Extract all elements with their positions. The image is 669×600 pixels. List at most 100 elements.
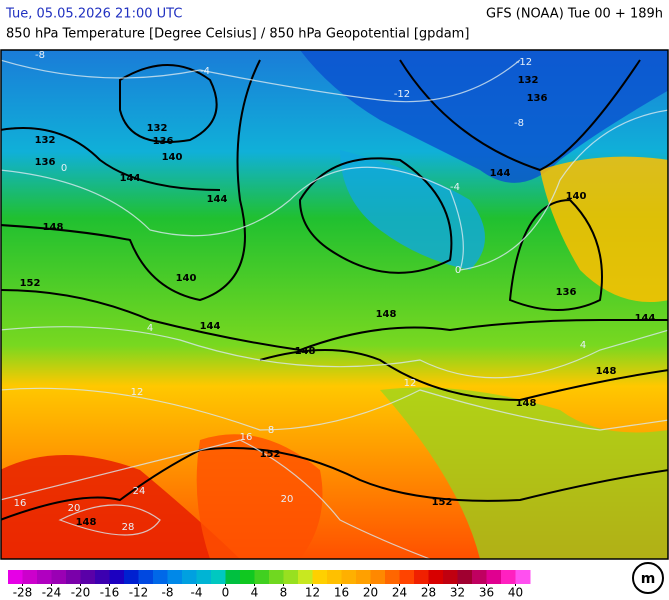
geopotential-label: 136 xyxy=(35,157,56,168)
colorbar-swatch xyxy=(385,570,400,584)
colorbar-swatch xyxy=(138,570,154,584)
colorbar-tick-label: 16 xyxy=(334,586,349,600)
temperature-label: 0 xyxy=(455,265,461,276)
geopotential-label: 136 xyxy=(556,287,577,298)
colorbar-tick-label: 0 xyxy=(222,586,230,600)
colorbar-swatch xyxy=(472,570,487,584)
colorbar-tick-label: -4 xyxy=(191,586,203,600)
geopotential-label: 136 xyxy=(527,93,548,104)
colorbar-tick-label: 36 xyxy=(479,586,494,600)
colorbar-tick-label: -12 xyxy=(129,586,149,600)
geopotential-label: 132 xyxy=(35,135,56,146)
colorbar-tick-label: 32 xyxy=(450,586,465,600)
colorbar-swatch xyxy=(95,570,110,584)
geopotential-label: 140 xyxy=(176,273,197,284)
cold-area xyxy=(300,50,668,183)
colorbar-swatch xyxy=(341,570,357,584)
temperature-label: 4 xyxy=(580,340,586,351)
valid-time: Tue, 05.05.2026 21:00 UTC xyxy=(5,7,182,22)
temperature-label: 12 xyxy=(404,378,417,389)
geopotential-label: 140 xyxy=(162,152,183,163)
colorbar-tick-label: -8 xyxy=(162,586,174,600)
geopotential-label: 132 xyxy=(518,75,539,86)
geopotential-contours xyxy=(1,59,668,521)
temperature-label: -12 xyxy=(516,57,532,68)
geopotential-label: 144 xyxy=(207,194,228,205)
colorbar-swatch xyxy=(457,570,473,584)
colorbar-swatch xyxy=(153,570,168,584)
colorbar-tick-label: -28 xyxy=(13,586,33,600)
colorbar-swatch xyxy=(240,570,255,584)
colorbar-tick-label: 24 xyxy=(392,586,407,600)
colorbar-swatch xyxy=(443,570,458,584)
geopotential-label: 144 xyxy=(200,321,221,332)
temperature-label: -8 xyxy=(35,50,45,61)
geopotential-label: 148 xyxy=(376,309,397,320)
logo xyxy=(632,562,664,594)
colorbar-tick-label: 8 xyxy=(280,586,288,600)
geopotential-label: 136 xyxy=(153,136,174,147)
hot-area xyxy=(1,455,240,559)
colorbar-swatch xyxy=(80,570,96,584)
colorbar-swatch xyxy=(211,570,226,584)
colorbar-swatch xyxy=(298,570,313,584)
colorbar-swatch xyxy=(486,570,502,584)
colorbar-swatch xyxy=(254,570,270,584)
temperature-label: 20 xyxy=(281,494,294,505)
hot-area xyxy=(196,434,323,559)
colorbar-tick-label: 12 xyxy=(305,586,320,600)
temperature-label: 4 xyxy=(147,323,153,334)
temperature-label: -12 xyxy=(394,89,410,100)
temperature-label: 16 xyxy=(240,432,253,443)
model-run: GFS (NOAA) Tue 00 + 189h xyxy=(486,7,663,22)
colorbar-swatch xyxy=(167,570,183,584)
temperature-contours xyxy=(1,59,668,559)
colorbar-tick-label: 20 xyxy=(363,586,378,600)
colorbar-swatch xyxy=(283,570,299,584)
colorbar-swatch xyxy=(66,570,81,584)
colorbar-swatch xyxy=(51,570,67,584)
geopotential-label: 148 xyxy=(516,398,537,409)
temperature-label: 8 xyxy=(268,425,274,436)
colorbar-swatch xyxy=(225,570,241,584)
temperature-label: 16 xyxy=(14,498,27,509)
colorbar-swatch xyxy=(196,570,212,584)
colorbar-swatch xyxy=(428,570,444,584)
cool-area xyxy=(340,150,485,270)
colorbar-swatch xyxy=(501,570,516,584)
colorbar-tick-label: -20 xyxy=(71,586,91,600)
colorbar-swatch xyxy=(124,570,139,584)
colorbar-tick-label: 4 xyxy=(251,586,259,600)
geopotential-label: 144 xyxy=(490,168,511,179)
map xyxy=(1,50,668,559)
geopotential-label: 148 xyxy=(596,366,617,377)
map-title: 850 hPa Temperature [Degree Celsius] / 8… xyxy=(6,27,469,42)
map-frame xyxy=(0,49,669,560)
colorbar-swatch xyxy=(269,570,284,584)
geopotential-label: 152 xyxy=(432,497,453,508)
geopotential-label: 152 xyxy=(20,278,41,289)
temperature-label: -4 xyxy=(200,66,210,77)
temperature-label: 28 xyxy=(122,522,135,533)
geopotential-label: 148 xyxy=(295,346,316,357)
colorbar-swatch xyxy=(370,570,386,584)
geopotential-label: 148 xyxy=(43,222,64,233)
geopotential-label: 140 xyxy=(566,191,587,202)
geopotential-label: 148 xyxy=(76,517,97,528)
colorbar-swatch xyxy=(399,570,415,584)
colorbar-swatch xyxy=(8,570,23,584)
colorbar-swatch xyxy=(109,570,125,584)
geopotential-label: 152 xyxy=(260,449,281,460)
temperature-label: 12 xyxy=(131,387,144,398)
mild-area xyxy=(380,387,668,559)
temperature-label: 20 xyxy=(68,503,81,514)
colorbar-swatch xyxy=(327,570,342,584)
colorbar-tick-label: -16 xyxy=(100,586,120,600)
temperature-label: 0 xyxy=(61,163,67,174)
colorbar-tick-label: 40 xyxy=(508,586,523,600)
colorbar-swatch xyxy=(312,570,328,584)
colorbar-swatch xyxy=(356,570,371,584)
temperature-label: -4 xyxy=(450,182,460,193)
geopotential-label: 144 xyxy=(120,173,141,184)
